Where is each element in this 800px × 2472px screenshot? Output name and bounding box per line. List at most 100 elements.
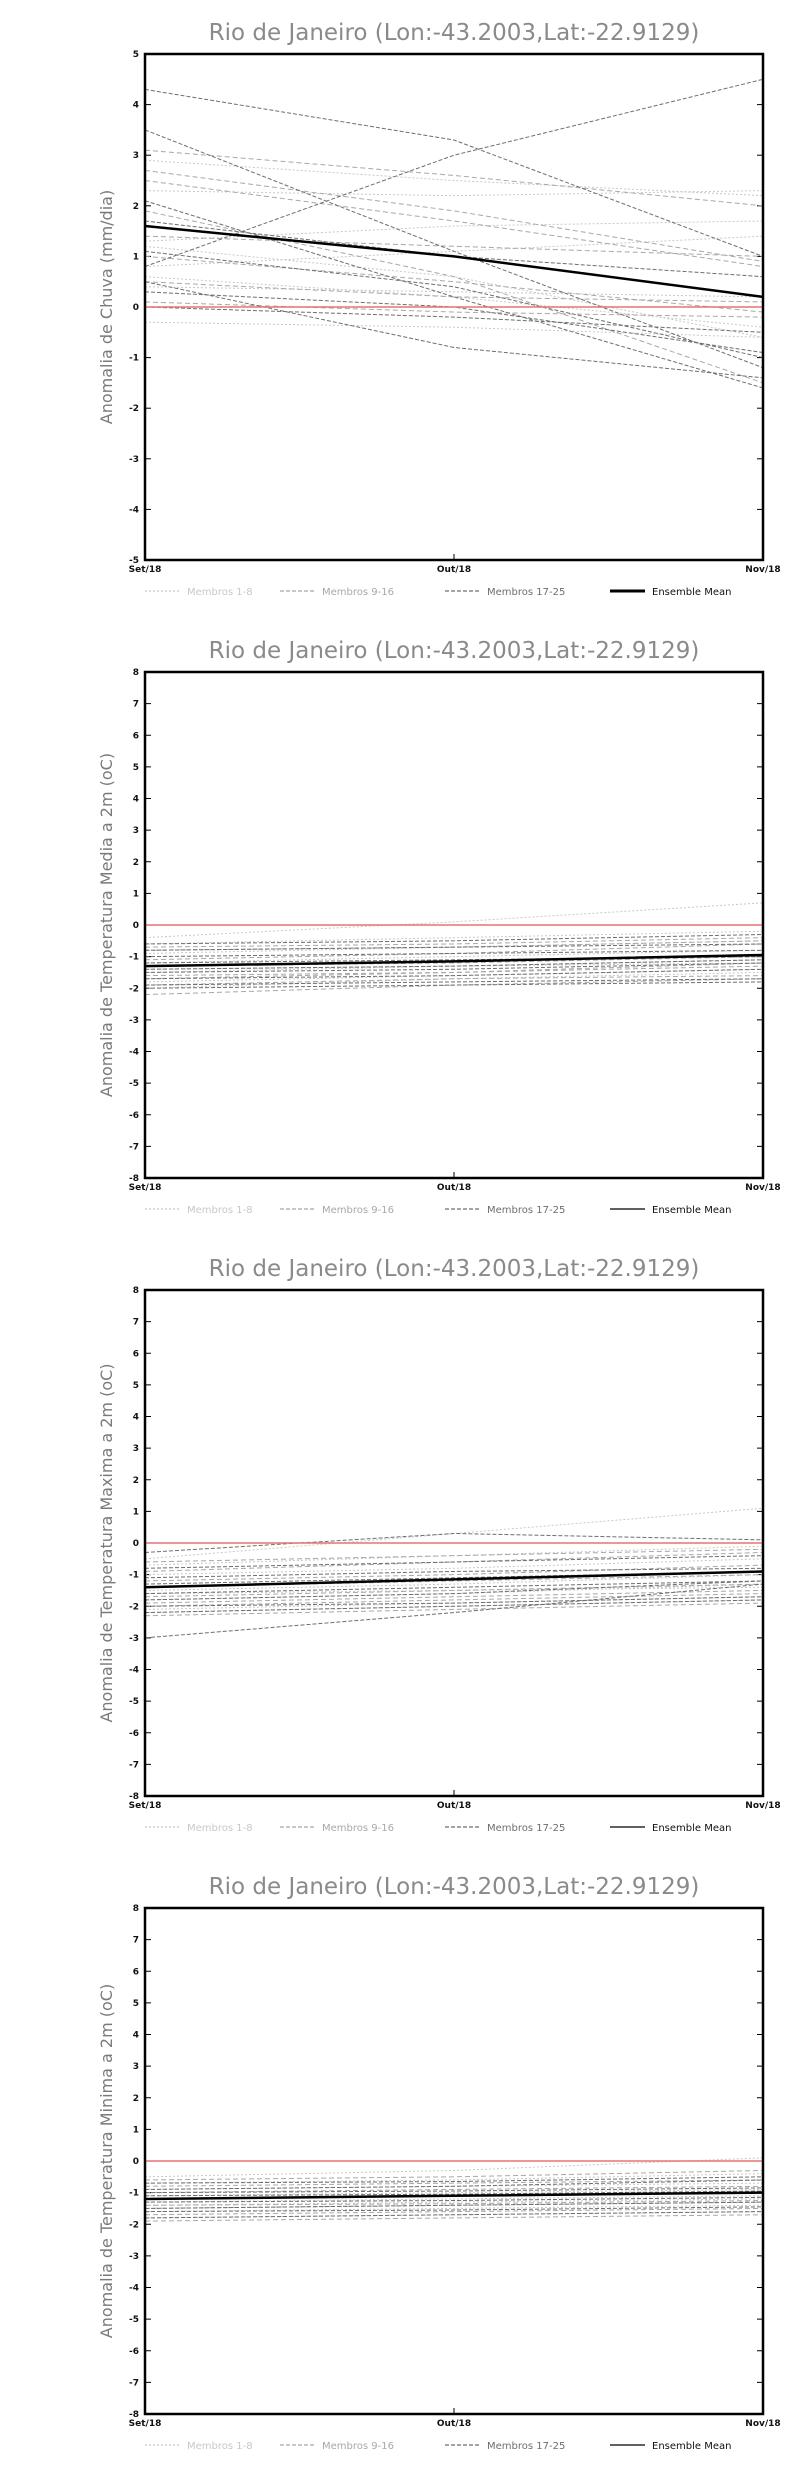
y-tick-label: -3 — [129, 1016, 139, 1026]
y-tick-label: 6 — [133, 1349, 139, 1359]
member-line-group-3 — [144, 200, 764, 389]
member-line-group-2 — [144, 2169, 764, 2181]
legend-label: Ensemble Mean — [652, 1205, 731, 1216]
chart-title: Rio de Janeiro (Lon:-43.2003,Lat:-22.912… — [209, 1874, 700, 1900]
y-tick-label: 0 — [133, 303, 139, 313]
member-line-group-3 — [144, 2201, 764, 2209]
member-line-group-3 — [144, 1533, 764, 1553]
y-tick-label: 8 — [133, 1286, 139, 1296]
y-tick-label: -8 — [129, 1174, 139, 1184]
member-line-group-3 — [144, 220, 764, 278]
x-tick-label: Out/18 — [437, 2419, 471, 2429]
y-tick-label: -4 — [129, 2284, 139, 2294]
x-tick-label: Set/18 — [129, 565, 162, 575]
y-tick-label: -5 — [129, 2315, 139, 2325]
member-line-group-3 — [144, 2206, 764, 2213]
member-line-group-1 — [144, 2173, 764, 2184]
y-tick-label: 2 — [133, 1476, 139, 1486]
y-tick-label: 8 — [133, 1904, 139, 1914]
y-tick-label: -2 — [129, 984, 139, 994]
member-line-group-3 — [144, 2211, 764, 2219]
ensemble-mean-line — [144, 1570, 764, 1589]
member-line-group-1 — [144, 2188, 764, 2197]
y-tick-label: -1 — [129, 953, 139, 963]
min-temperature-anomaly-chart: Rio de Janeiro (Lon:-43.2003,Lat:-22.912… — [0, 1854, 800, 2472]
member-line-group-2 — [144, 965, 764, 977]
y-tick-label: 4 — [133, 101, 139, 111]
plot-frame — [143, 1288, 765, 1798]
chart-svg: Rio de Janeiro (Lon:-43.2003,Lat:-22.912… — [97, 1256, 781, 1834]
y-tick-label: -3 — [129, 455, 139, 465]
ensemble-mean-line — [144, 953, 764, 968]
member-line-group-2 — [144, 2207, 764, 2216]
chart-title: Rio de Janeiro (Lon:-43.2003,Lat:-22.912… — [209, 20, 700, 46]
member-line-group-1 — [144, 1586, 764, 1595]
y-tick-label: 8 — [133, 668, 139, 678]
y-tick-label: 1 — [133, 252, 139, 262]
x-tick-label: Nov/18 — [745, 2419, 780, 2429]
x-tick-label: Nov/18 — [745, 565, 780, 575]
member-line-group-3 — [144, 88, 764, 257]
member-line-group-2 — [144, 937, 764, 948]
member-line-group-3 — [144, 129, 764, 369]
member-line-group-1 — [144, 971, 764, 989]
y-tick-label: -6 — [129, 2347, 139, 2357]
member-line-group-2 — [144, 1548, 764, 1563]
y-tick-label: 4 — [133, 795, 139, 805]
member-line-group-2 — [144, 2214, 764, 2222]
member-line-group-2 — [144, 2185, 764, 2194]
chart-svg: Rio de Janeiro (Lon:-43.2003,Lat:-22.912… — [97, 638, 781, 1216]
member-line-group-2 — [144, 1602, 764, 1617]
member-line-group-2 — [144, 1551, 764, 1572]
legend-label: Ensemble Mean — [652, 1823, 731, 1834]
y-tick-label: 5 — [133, 763, 139, 773]
legend-label: Ensemble Mean — [652, 587, 731, 598]
member-line-group-3 — [144, 281, 764, 379]
member-line-group-2 — [144, 1583, 764, 1598]
member-line-group-2 — [144, 2200, 764, 2206]
member-line-group-3 — [144, 1570, 764, 1585]
y-tick-label: 4 — [133, 2031, 139, 2041]
member-line-group-1 — [144, 159, 764, 197]
ensemble-mean-line — [144, 2191, 764, 2201]
member-line-group-2 — [144, 956, 764, 967]
member-line-group-3 — [144, 978, 764, 986]
legend-label: Membros 17-25 — [487, 1205, 565, 1216]
y-tick-label: 6 — [133, 731, 139, 741]
chart-title: Rio de Janeiro (Lon:-43.2003,Lat:-22.912… — [209, 1256, 700, 1282]
mean-temperature-anomaly-chart: Rio de Janeiro (Lon:-43.2003,Lat:-22.912… — [0, 618, 800, 1236]
legend-label: Membros 17-25 — [487, 1823, 565, 1834]
member-line-group-2 — [144, 180, 764, 268]
member-line-group-2 — [144, 943, 764, 961]
y-tick-label: -7 — [129, 1142, 139, 1152]
legend-label: Ensemble Mean — [652, 2441, 731, 2452]
member-line-group-1 — [144, 286, 764, 298]
member-line-group-1 — [144, 220, 764, 242]
member-line-group-1 — [144, 1507, 764, 1560]
y-tick-label: -6 — [129, 1111, 139, 1121]
member-line-group-3 — [144, 981, 764, 989]
member-line-group-3 — [144, 959, 764, 970]
member-line-group-2 — [144, 2201, 764, 2209]
y-tick-label: 3 — [133, 2062, 139, 2072]
x-tick-label: Set/18 — [129, 1801, 162, 1811]
member-line-group-3 — [144, 1599, 764, 1614]
y-tick-label: 2 — [133, 2094, 139, 2104]
y-tick-label: -6 — [129, 1729, 139, 1739]
member-line-group-1 — [144, 2198, 764, 2206]
y-tick-label: 2 — [133, 858, 139, 868]
member-line-group-1 — [144, 949, 764, 964]
member-line-group-1 — [144, 902, 764, 939]
x-tick-label: Set/18 — [129, 2419, 162, 2429]
y-tick-label: -8 — [129, 1792, 139, 1802]
member-line-group-2 — [144, 1593, 764, 1607]
chart-title: Rio de Janeiro (Lon:-43.2003,Lat:-22.912… — [209, 638, 700, 664]
y-tick-label: 7 — [133, 1318, 139, 1328]
member-line-group-3 — [144, 1583, 764, 1639]
member-line-group-2 — [144, 975, 764, 986]
y-axis-label: Anomalia de Temperatura Minima a 2m (oC) — [97, 1984, 116, 2338]
y-tick-label: 7 — [133, 700, 139, 710]
y-tick-label: 2 — [133, 202, 139, 212]
member-line-group-3 — [144, 1596, 764, 1607]
y-tick-label: 7 — [133, 1936, 139, 1946]
